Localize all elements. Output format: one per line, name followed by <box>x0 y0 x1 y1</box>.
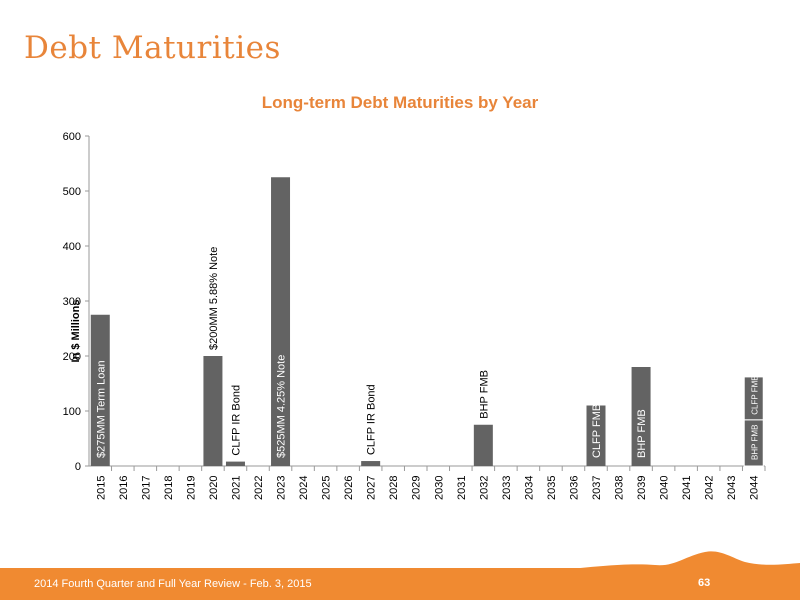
y-tick-label: 400 <box>63 241 81 253</box>
x-tick-label: 2041 <box>681 476 693 500</box>
mountain-decoration <box>560 551 800 570</box>
data-label: $525MM 4.25% Note <box>276 355 288 458</box>
x-tick-label: 2020 <box>208 476 220 500</box>
data-label: CLFP IR Bond <box>366 384 378 455</box>
debt-maturities-bar-chart: Long-term Debt Maturities by Year 0 100 200… <box>63 93 766 500</box>
bar-segment-2044 <box>743 376 764 421</box>
x-tick-label: 2035 <box>546 476 558 500</box>
x-tick-label: 2032 <box>478 476 490 500</box>
page-title: Debt Maturities <box>24 30 281 66</box>
x-tick-label: 2037 <box>591 476 603 500</box>
x-tick-label: 2034 <box>523 476 535 500</box>
bar-2032 <box>473 424 493 466</box>
data-label: BHP FMB <box>478 370 490 419</box>
x-tick-label: 2015 <box>95 476 107 500</box>
x-tick-label: 2039 <box>636 476 648 500</box>
chart-title: Long-term Debt Maturities by Year <box>262 93 539 112</box>
data-label: BHP FMB <box>636 409 648 458</box>
x-tick-label: 2021 <box>230 476 242 500</box>
x-tick-label: 2031 <box>456 476 468 500</box>
bar-2027 <box>361 461 381 466</box>
x-tick-label: 2022 <box>253 476 265 500</box>
x-tick-label: 2036 <box>568 476 580 500</box>
footer-text: 2014 Fourth Quarter and Full Year Review… <box>34 578 312 590</box>
bar-2015 <box>90 314 110 466</box>
x-tick-label: 2033 <box>501 476 513 500</box>
data-label: CLFP FMB <box>591 404 603 458</box>
x-tick-label: 2017 <box>140 476 152 500</box>
x-tick-label: 2043 <box>726 476 738 500</box>
x-tick-label: 2019 <box>185 476 197 500</box>
x-tick-label: 2025 <box>321 476 333 500</box>
y-tick-label: 0 <box>75 461 81 473</box>
x-tick-label: 2044 <box>749 476 761 500</box>
data-label: $200MM 5.88% Note <box>208 247 220 350</box>
x-tick-label: 2042 <box>704 476 716 500</box>
x-tick-label: 2030 <box>433 476 445 500</box>
footer-bar: 2014 Fourth Quarter and Full Year Review… <box>0 551 800 600</box>
x-tick-label: 2038 <box>614 476 626 500</box>
x-tick-label: 2029 <box>411 476 423 500</box>
x-tick-label: 2040 <box>659 476 671 500</box>
data-label: BHP FMB <box>751 425 760 460</box>
y-tick-label: 500 <box>63 186 81 198</box>
bar-2037 <box>586 405 606 466</box>
bar-2020 <box>203 356 223 466</box>
y-tick-label: 600 <box>63 131 81 143</box>
y-tick-label: 300 <box>63 296 81 308</box>
x-tick-label: 2018 <box>163 476 175 500</box>
data-label: CLFP FMB <box>751 375 760 414</box>
bar-2023 <box>271 177 291 466</box>
data-label: $275MM Term Loan <box>95 360 107 458</box>
x-tick-label: 2024 <box>298 476 310 500</box>
y-axis-label: In $ Millions <box>70 300 82 363</box>
y-tick-label: 100 <box>63 406 81 418</box>
page-number: 63 <box>698 577 711 589</box>
data-label: CLFP IR Bond <box>230 385 242 456</box>
x-tick-label: 2023 <box>276 476 288 500</box>
bar-2039 <box>631 367 651 466</box>
x-tick-label: 2027 <box>366 476 378 500</box>
bar-2021 <box>225 461 245 466</box>
x-tick-label: 2016 <box>118 476 130 500</box>
x-tick-label: 2028 <box>388 476 400 500</box>
x-tick-label: 2026 <box>343 476 355 500</box>
y-tick-label: 200 <box>63 351 81 363</box>
